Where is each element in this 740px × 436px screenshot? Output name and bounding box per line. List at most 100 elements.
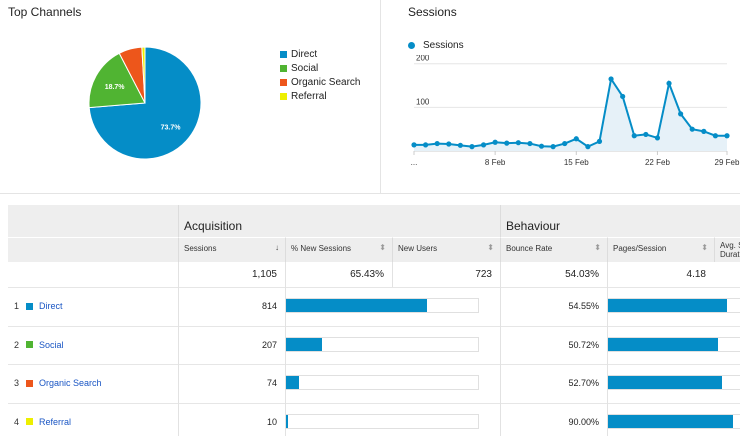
bounce-rate-value: 50.72%	[568, 339, 599, 350]
pages-session-bar	[607, 413, 740, 429]
col-separator	[607, 364, 608, 403]
row-label-organic-search: 3 Organic Search	[8, 364, 178, 402]
row-number: 4	[14, 416, 20, 427]
sessions-point[interactable]	[712, 133, 719, 139]
legend-label-referral: Referral	[291, 90, 327, 102]
bounce-rate-value: 54.55%	[568, 301, 599, 311]
row-label-referral: 4 Referral	[8, 403, 178, 436]
legend-item-social[interactable]: Social	[280, 61, 360, 75]
legend-swatch-organic-search	[280, 78, 287, 86]
channel-link-direct[interactable]: Direct	[39, 301, 63, 311]
sessions-share-fill	[286, 414, 289, 428]
sort-icon: ⬍	[379, 243, 386, 252]
sessions-point[interactable]	[666, 80, 672, 86]
sessions-point[interactable]	[620, 93, 626, 100]
sessions-point[interactable]	[538, 143, 545, 149]
sessions-share-bar	[285, 298, 479, 313]
legend-label-social: Social	[291, 62, 319, 74]
channel-link-referral[interactable]: Referral	[39, 416, 72, 427]
sessions-point[interactable]	[515, 140, 521, 146]
sessions-point[interactable]	[573, 136, 579, 142]
col-header-channel	[8, 237, 178, 262]
sessions-point[interactable]	[457, 142, 463, 148]
row-divider	[8, 402, 740, 404]
channel-link-organic-search[interactable]: Organic Search	[39, 378, 102, 388]
top-channels-title: Top Channels	[8, 5, 82, 19]
pie-label-direct: 73.7%	[161, 125, 182, 132]
sessions-point[interactable]	[480, 142, 487, 148]
sessions-legend-dot	[408, 42, 415, 49]
pie-slice-social[interactable]	[88, 52, 146, 109]
total-new-users: 723	[392, 262, 500, 287]
pie-slice-referral[interactable]	[141, 46, 146, 104]
col-header-avg-duration[interactable]: Avg. Session Duration	[714, 237, 740, 262]
sessions-point[interactable]	[492, 139, 498, 145]
legend-item-direct[interactable]: Direct	[280, 47, 360, 61]
legend-label-direct: Direct	[291, 48, 318, 60]
sessions-line	[414, 76, 727, 148]
sessions-point[interactable]	[422, 142, 429, 148]
sessions-point[interactable]	[631, 133, 637, 139]
legend-swatch-referral	[280, 92, 287, 100]
sessions-point[interactable]	[643, 131, 649, 138]
channels-legend: Direct Social Organic Search Referral	[280, 47, 360, 103]
sessions-point[interactable]	[434, 140, 440, 147]
sessions-point[interactable]	[527, 140, 533, 147]
row-color-swatch	[26, 379, 33, 387]
sessions-point[interactable]	[701, 128, 707, 134]
sessions-point[interactable]	[469, 144, 475, 150]
sessions-point[interactable]	[550, 144, 556, 150]
col-header-bounce-rate-label: Bounce Rate	[506, 244, 553, 253]
sessions-point[interactable]	[654, 135, 661, 141]
sessions-value: 74	[178, 364, 285, 403]
col-header-new-sessions[interactable]: % New Sessions ⬍	[285, 237, 392, 262]
sessions-share-fill	[286, 376, 299, 389]
legend-item-organic-search[interactable]: Organic Search	[280, 75, 360, 89]
sessions-point[interactable]	[689, 126, 695, 132]
row-divider	[8, 287, 740, 288]
col-header-new-users-label: New Users	[398, 244, 438, 253]
group-acquisition-label: Acquisition	[184, 219, 243, 233]
row-color-swatch	[26, 302, 33, 310]
col-separator	[285, 364, 286, 403]
total-new-sessions: 65.43%	[285, 262, 392, 287]
sessions-point[interactable]	[411, 142, 417, 148]
x-tick-label: 8 Feb	[485, 158, 506, 167]
x-tick-label: 22 Feb	[645, 158, 670, 167]
sessions-point[interactable]	[562, 140, 568, 147]
channel-link-social[interactable]: Social	[39, 339, 64, 350]
group-behaviour: Behaviour	[500, 205, 740, 237]
col-separator	[607, 402, 608, 436]
col-separator	[500, 364, 501, 403]
sessions-line-chart[interactable]: 200 100... 8 Feb 15 Feb 22 Feb 29 Feb	[380, 55, 740, 180]
sessions-value: 207	[178, 325, 285, 364]
x-tick-label: 15 Feb	[564, 158, 589, 167]
sort-icon: ⬍	[701, 243, 708, 252]
sessions-point[interactable]	[504, 140, 510, 146]
col-header-sessions[interactable]: Sessions ↓	[178, 237, 285, 262]
sessions-point[interactable]	[446, 141, 452, 147]
col-header-new-users[interactable]: New Users ⬍	[392, 237, 500, 262]
sessions-legend: Sessions	[408, 40, 464, 51]
row-divider	[8, 364, 740, 365]
pages-session-fill	[608, 414, 733, 428]
col-separator	[285, 325, 286, 364]
sessions-area	[414, 79, 727, 151]
row-divider	[8, 325, 740, 327]
sessions-point[interactable]	[596, 138, 603, 144]
sessions-point[interactable]	[724, 133, 730, 139]
sessions-point[interactable]	[608, 76, 614, 82]
legend-item-referral[interactable]: Referral	[280, 89, 360, 103]
col-header-avg-duration-label: Avg. Session Duration	[720, 241, 740, 259]
col-separator	[607, 287, 608, 326]
sessions-point[interactable]	[678, 111, 684, 117]
row-label-social: 2 Social	[8, 326, 178, 364]
col-header-pages-session[interactable]: Pages/Session ⬍	[607, 237, 714, 262]
col-separator	[285, 287, 286, 326]
col-header-bounce-rate[interactable]: Bounce Rate ⬍	[500, 237, 607, 262]
x-tick-label: ...	[411, 158, 418, 167]
total-pages-session: 4.18	[607, 262, 714, 287]
row-number: 2	[14, 339, 20, 350]
sessions-title: Sessions	[408, 5, 457, 19]
sessions-point[interactable]	[585, 144, 591, 150]
